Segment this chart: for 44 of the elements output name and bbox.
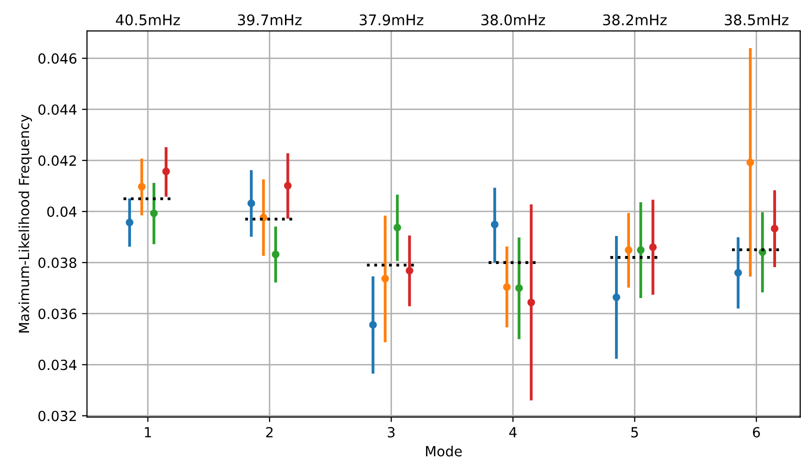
y-tick-label: 0.034 — [38, 360, 76, 370]
text: 38.5mHz — [724, 14, 788, 26]
x-tick-label: 4 — [509, 427, 517, 438]
point — [527, 298, 536, 306]
y-tick-label: 0.032 — [38, 410, 76, 422]
point — [394, 224, 402, 232]
y-axis-title: Maximum-Likelihood Frequency — [18, 114, 32, 332]
y-tick-label: 0.036 — [38, 308, 76, 320]
text: 38.0mHz — [481, 14, 545, 26]
text: 38.2mHz — [603, 14, 667, 26]
x-tick-label: 6 — [752, 426, 760, 438]
point — [734, 268, 742, 277]
x-axis-title: Mode — [426, 446, 462, 456]
text: 37.9mHz — [360, 14, 424, 26]
x-tick-label: 2 — [266, 426, 273, 438]
point — [515, 284, 523, 292]
point — [649, 243, 657, 252]
text: 40.5mHz — [116, 14, 180, 26]
x-tick-label: 3 — [388, 426, 395, 438]
point — [381, 274, 389, 282]
point — [406, 266, 414, 275]
point — [126, 218, 134, 226]
point — [624, 246, 632, 254]
point — [284, 182, 292, 190]
point — [746, 158, 754, 166]
y-tick-label: 0.04 — [47, 206, 76, 217]
point — [636, 246, 645, 254]
point — [369, 321, 377, 329]
y-tick-label: 0.038 — [38, 258, 76, 268]
point — [612, 293, 620, 302]
point — [150, 209, 158, 218]
y-tick-label: 0.042 — [38, 155, 76, 166]
point — [138, 182, 146, 191]
text: 39.7mHz — [238, 14, 302, 26]
x-tick-label: 1 — [144, 427, 151, 438]
point — [770, 224, 778, 232]
y-tick-label: 0.046 — [38, 53, 76, 64]
point — [162, 168, 170, 176]
point — [272, 250, 280, 258]
point — [247, 200, 256, 208]
point — [490, 220, 499, 228]
x-tick-label: 5 — [631, 427, 638, 438]
y-tick-label: 0.044 — [38, 104, 76, 115]
point — [503, 283, 511, 291]
